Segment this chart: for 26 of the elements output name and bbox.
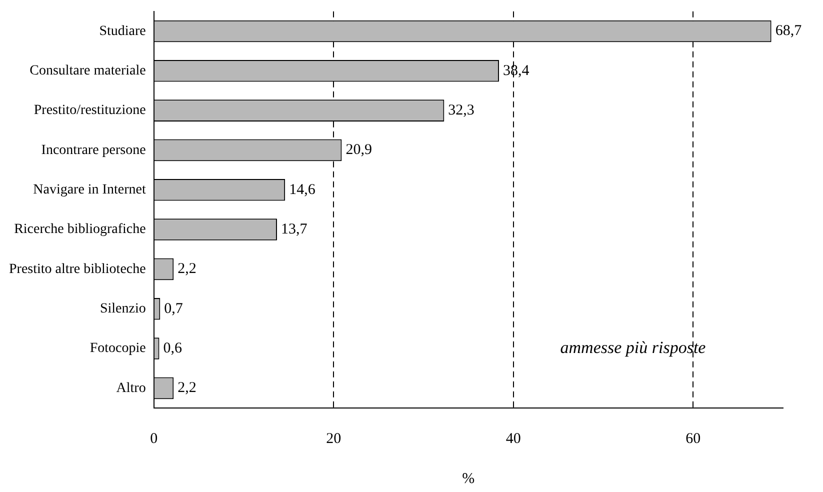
x-axis-title: % — [462, 470, 475, 487]
y-tick-label: Incontrare persone — [41, 142, 146, 158]
y-tick-label: Prestito altre biblioteche — [8, 262, 146, 277]
data-label: 14,6 — [289, 182, 316, 198]
x-tick-label: 40 — [506, 430, 521, 447]
annotation: ammesse più risposte — [560, 338, 706, 357]
y-tick-label: Prestito/restituzione — [34, 103, 146, 118]
data-label: 20,9 — [346, 142, 372, 158]
x-tick-label: 60 — [686, 430, 701, 447]
data-label: 68,7 — [775, 23, 802, 40]
y-tick-label: Navigare in Internet — [33, 182, 146, 198]
y-tick-label: Altro — [116, 380, 146, 396]
y-tick-label: Ricerche bibliografiche — [14, 222, 146, 238]
y-tick-label: Consultare materiale — [30, 64, 146, 79]
data-label: 0,6 — [163, 340, 182, 356]
data-label: 32,3 — [448, 102, 474, 118]
y-tick-label: Fotocopie — [90, 341, 146, 356]
data-label: 38,4 — [502, 62, 530, 79]
data-label: 2,2 — [178, 380, 196, 396]
data-label: 13,7 — [280, 221, 308, 238]
x-tick-label: 0 — [150, 430, 158, 447]
y-tick-label: Studiare — [99, 24, 146, 39]
y-tick-label: Silenzio — [100, 302, 146, 317]
data-label: 0,7 — [164, 300, 184, 317]
data-label: 2,2 — [178, 261, 196, 278]
x-tick-label: 20 — [326, 430, 342, 447]
